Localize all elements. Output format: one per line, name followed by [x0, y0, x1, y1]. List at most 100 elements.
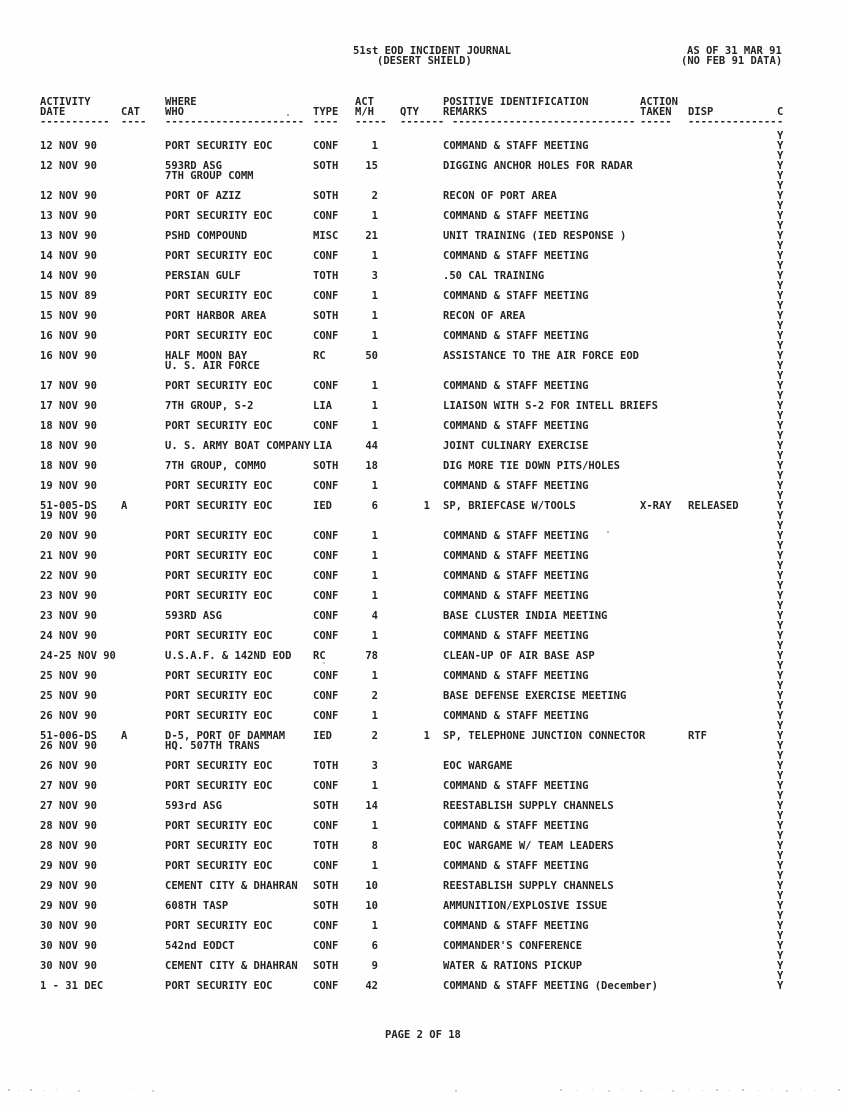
cell-remarks: COMMAND & STAFF MEETING [443, 590, 589, 602]
journal-line: Y [0, 891, 850, 902]
cell-type: CONF [313, 210, 339, 222]
cell-complete-flag: Y [777, 960, 784, 972]
cell-complete-flag: Y [777, 440, 784, 452]
cell-date: 28 NOV 90 [40, 840, 97, 852]
journal-line: 30 NOV 90 542nd EODCT CONF 6 COMMANDER'S CON… [0, 941, 850, 952]
journal-line: 24 NOV 90 PORT SECURITY EOC CONF 1 COMMAND &… [0, 630, 850, 642]
cell-complete-flag: Y [777, 290, 784, 302]
cell-mh: 1 [371, 380, 378, 392]
cell-mh: 1 [371, 820, 378, 832]
cell-mh: 50 [365, 350, 378, 362]
journal-line: Y [0, 751, 850, 762]
cell-date: 19 NOV 90 [40, 510, 97, 522]
cell-remarks: COMMAND & STAFF MEETING [443, 330, 589, 342]
cell-date: 18 NOV 90 [40, 460, 97, 472]
cell-complete-flag: Y [777, 240, 784, 252]
cell-type: SOTH [313, 190, 339, 202]
cell-complete-flag: Y [777, 330, 784, 342]
scan-speckle [323, 662, 325, 664]
cell-where: 7TH GROUP, COMMO [165, 460, 267, 472]
cell-date: 29 NOV 90 [40, 880, 97, 892]
cell-complete-flag: Y [777, 280, 784, 292]
scan-speckle [78, 1090, 80, 1092]
cell-disp: RTF [688, 730, 707, 742]
cell-complete-flag: Y [777, 550, 784, 562]
cell-remarks: REESTABLISH SUPPLY CHANNELS [443, 800, 614, 812]
cell-complete-flag: Y [777, 210, 784, 222]
cell-date: 23 NOV 90 [40, 590, 97, 602]
cell-where: PORT SECURITY EOC [165, 690, 273, 702]
col-header-who: WHO [165, 106, 184, 118]
journal-line: 14 NOV 90 PORT SECURITY EOC CONF 1 COMMAND &… [0, 250, 850, 262]
cell-where: PORT SECURITY EOC [165, 500, 273, 512]
cell-where: PORT SECURITY EOC [165, 630, 273, 642]
cell-type: CONF [313, 860, 339, 872]
cell-date: 18 NOV 90 [40, 440, 97, 452]
cell-qty: 1 [423, 730, 430, 742]
cell-date: 22 NOV 90 [40, 570, 97, 582]
cell-mh: 1 [371, 860, 378, 872]
cell-complete-flag: Y [777, 700, 784, 712]
journal-line: Y [0, 151, 850, 162]
cell-remarks: COMMAND & STAFF MEETING [443, 780, 589, 792]
cell-complete-flag: Y [777, 690, 784, 702]
scan-speckle [786, 1090, 788, 1092]
journal-line: Y [0, 431, 850, 442]
cell-type: RC [313, 350, 326, 362]
journal-line: 15 NOV 90 PORT HARBOR AREA SOTH 1 RECON OF A… [0, 310, 850, 322]
cell-complete-flag: Y [777, 310, 784, 322]
journal-line: 17 NOV 90 7TH GROUP, S-2 LIA 1 LIAISON WITH … [0, 401, 850, 412]
journal-line: Y [0, 851, 850, 862]
cell-mh: 10 [365, 880, 378, 892]
scan-speckle [18, 1090, 19, 1091]
cell-remarks: COMMAND & STAFF MEETING [443, 480, 589, 492]
scan-speckle [43, 1090, 44, 1091]
col-header-taken: TAKEN [640, 106, 672, 118]
col-header-c: C [777, 106, 784, 118]
journal-line: Y [0, 641, 850, 652]
cell-mh: 1 [371, 420, 378, 432]
cell-mh: 1 [371, 550, 378, 562]
journal-line: 18 NOV 90 U. S. ARMY BOAT COMPANY LIA 44 JOI… [0, 440, 850, 452]
cell-type: CONF [313, 250, 339, 262]
cell-mh: 10 [365, 900, 378, 912]
journal-line: Y [0, 700, 850, 712]
cell-where: U.S.A.F. & 142ND EOD [165, 650, 292, 662]
journal-line: 18 NOV 90 7TH GROUP, COMMO SOTH 18 DIG MORE … [0, 460, 850, 472]
cell-mh: 1 [371, 210, 378, 222]
cell-complete-flag: Y [777, 800, 784, 812]
journal-line: 21 NOV 90 PORT SECURITY EOC CONF 1 COMMAND &… [0, 550, 850, 562]
journal-line: 23 NOV 90 593RD ASG CONF 4 BASE CLUSTER INDI… [0, 611, 850, 622]
journal-line: 30 NOV 90 PORT SECURITY EOC CONF 1 COMMAND &… [0, 921, 850, 932]
journal-line: 28 NOV 90 PORT SECURITY EOC TOTH 8 EOC WARGA… [0, 840, 850, 852]
journal-line: Y [0, 601, 850, 612]
cell-mh: 3 [371, 760, 378, 772]
col-header-action: ACTION [640, 96, 678, 108]
cell-complete-flag: Y [777, 560, 784, 572]
cell-date: 26 NOV 90 [40, 740, 97, 752]
cell-type: CONF [313, 570, 339, 582]
cell-remarks: RECON OF AREA [443, 310, 526, 322]
cell-type: TOTH [313, 270, 339, 282]
scan-speckle [607, 531, 609, 533]
cell-where: PORT SECURITY EOC [165, 210, 273, 222]
journal-line: Y [0, 681, 850, 692]
cell-where: HQ. 507TH TRANS [165, 740, 260, 752]
journal-line: 25 NOV 90 PORT SECURITY EOC CONF 1 COMMAND &… [0, 671, 850, 682]
cell-type: CONF [313, 980, 339, 992]
col-header-activity: ACTIVITY [40, 96, 91, 108]
cell-remarks: COMMAND & STAFF MEETING [443, 860, 589, 872]
journal-line: 20 NOV 90 PORT SECURITY EOC CONF 1 COMMAND &… [0, 531, 850, 542]
cell-complete-flag: Y [777, 450, 784, 462]
scan-speckle [622, 1089, 623, 1090]
cell-date: 1 - 31 DEC [40, 980, 104, 992]
journal-line: 51-005-DS A PORT SECURITY EOC IED 6 1 SP, BRIE… [0, 500, 850, 512]
journal-line: 28 NOV 90 PORT SECURITY EOC CONF 1 COMMAND &… [0, 820, 850, 832]
cell-type: CONF [313, 420, 339, 432]
cell-complete-flag: Y [777, 340, 784, 352]
cell-complete-flag: Y [777, 190, 784, 202]
journal-line: Y [0, 131, 850, 142]
cell-complete-flag: Y [777, 540, 784, 552]
cell-complete-flag: Y [777, 780, 784, 792]
cell-remarks: DIGGING ANCHOR HOLES FOR RADAR [443, 160, 633, 172]
